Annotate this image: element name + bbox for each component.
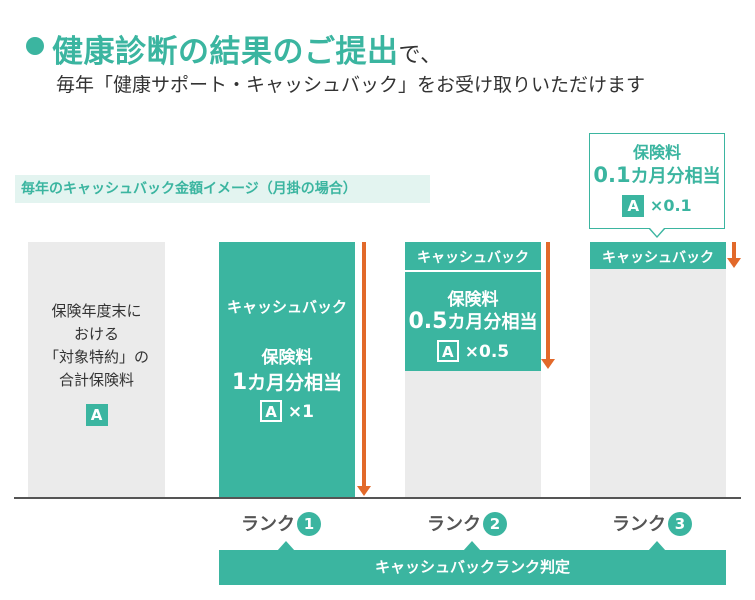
rank1-down-arrow-line [362, 242, 366, 488]
page-subtitle: 毎年「健康サポート・キャッシュバック」をお受け取りいただけます [56, 74, 646, 96]
rank1-month-number: 1 [231, 370, 248, 395]
rank2-number-badge: 2 [483, 512, 507, 536]
rank3-callout-box [589, 133, 725, 229]
base-line-3: 「対象特約」の [43, 348, 149, 366]
rank2-label: ランク 2 [427, 510, 507, 536]
baseline-divider [14, 497, 741, 499]
rank1-cashback-column [219, 242, 355, 498]
rank2-month-text: カ月分相当 [447, 312, 538, 333]
rank3-down-arrow-line [732, 242, 736, 260]
rank2-multiplier-row: A ×0.5 [405, 340, 541, 362]
judgment-pointer-3-icon [648, 541, 666, 551]
rank1-label: ランク 1 [241, 510, 321, 536]
rank1-month-equivalent: 1カ月分相当 [219, 368, 355, 395]
rank1-cashback-label: キャッシュバック [226, 298, 347, 316]
base-premium-column [28, 242, 165, 498]
rank2-cashback-label: キャッシュバック [417, 250, 529, 266]
rank3-month-text: カ月分相当 [630, 166, 721, 187]
title-main: 健康診断の結果のご提出 [52, 34, 399, 70]
rank3-premium-label: 保険料 [632, 143, 681, 162]
judgment-pointer-1-icon [277, 541, 295, 551]
rank2-down-arrow-line [546, 242, 550, 361]
cashback-rank-judgment-bar: キャッシュバックランク判定 [219, 550, 726, 585]
base-line-1: 保険年度末に [51, 302, 142, 320]
judgment-pointer-2-icon [463, 541, 481, 551]
rank3-multiplier-row: A ×0.1 [589, 195, 725, 217]
rank3-text: ランク [612, 514, 666, 535]
rank1-number-badge: 1 [297, 512, 321, 536]
rank2-divider [405, 270, 541, 272]
rank3-column-background [590, 242, 726, 498]
base-premium-text: 保険年度末に おける 「対象特約」の 合計保険料 A [28, 300, 165, 427]
rank1-down-arrow-icon [357, 486, 371, 496]
rank3-number-badge: 3 [668, 512, 692, 536]
rank3-badge-a: A [622, 195, 645, 217]
rank2-down-arrow-icon [541, 359, 555, 369]
premium-badge-a: A [85, 404, 108, 426]
rank3-down-arrow-icon [727, 258, 741, 268]
rank2-multiplier: ×0.5 [464, 342, 510, 362]
base-line-4: 合計保険料 [58, 371, 134, 389]
base-line-2: おける [73, 325, 119, 343]
rank1-badge-a: A [260, 400, 282, 422]
rank2-badge-a: A [436, 340, 459, 362]
rank3-multiplier: ×0.1 [649, 196, 692, 215]
rank2-cashback-fill [405, 242, 541, 371]
image-label: 毎年のキャッシュバック金額イメージ（月掛の場合） [15, 175, 430, 203]
rank2-premium-label: 保険料 [447, 290, 499, 310]
rank2-text: ランク [427, 514, 481, 535]
title-suffix: で、 [398, 43, 443, 68]
rank3-month-equivalent: 0.1カ月分相当 [589, 162, 725, 188]
rank3-month-number: 0.1 [593, 163, 631, 187]
rank3-label: ランク 3 [612, 510, 692, 536]
callout-pointer-inner [650, 228, 664, 236]
rank2-month-equivalent: 0.5カ月分相当 [405, 308, 541, 334]
rank3-cashback-fill [590, 242, 726, 269]
rank1-month-text: カ月分相当 [247, 372, 343, 394]
rank1-multiplier-row: A ×1 [219, 400, 355, 422]
page-title: 健康診断の結果のご提出で、 [52, 26, 443, 71]
rank1-multiplier: ×1 [287, 402, 314, 422]
rank3-cashback-label: キャッシュバック [602, 250, 714, 266]
rank1-premium-label: 保険料 [261, 348, 313, 368]
rank1-text: ランク [241, 514, 295, 535]
title-bullet-icon [26, 37, 44, 55]
rank2-month-number: 0.5 [408, 309, 448, 334]
